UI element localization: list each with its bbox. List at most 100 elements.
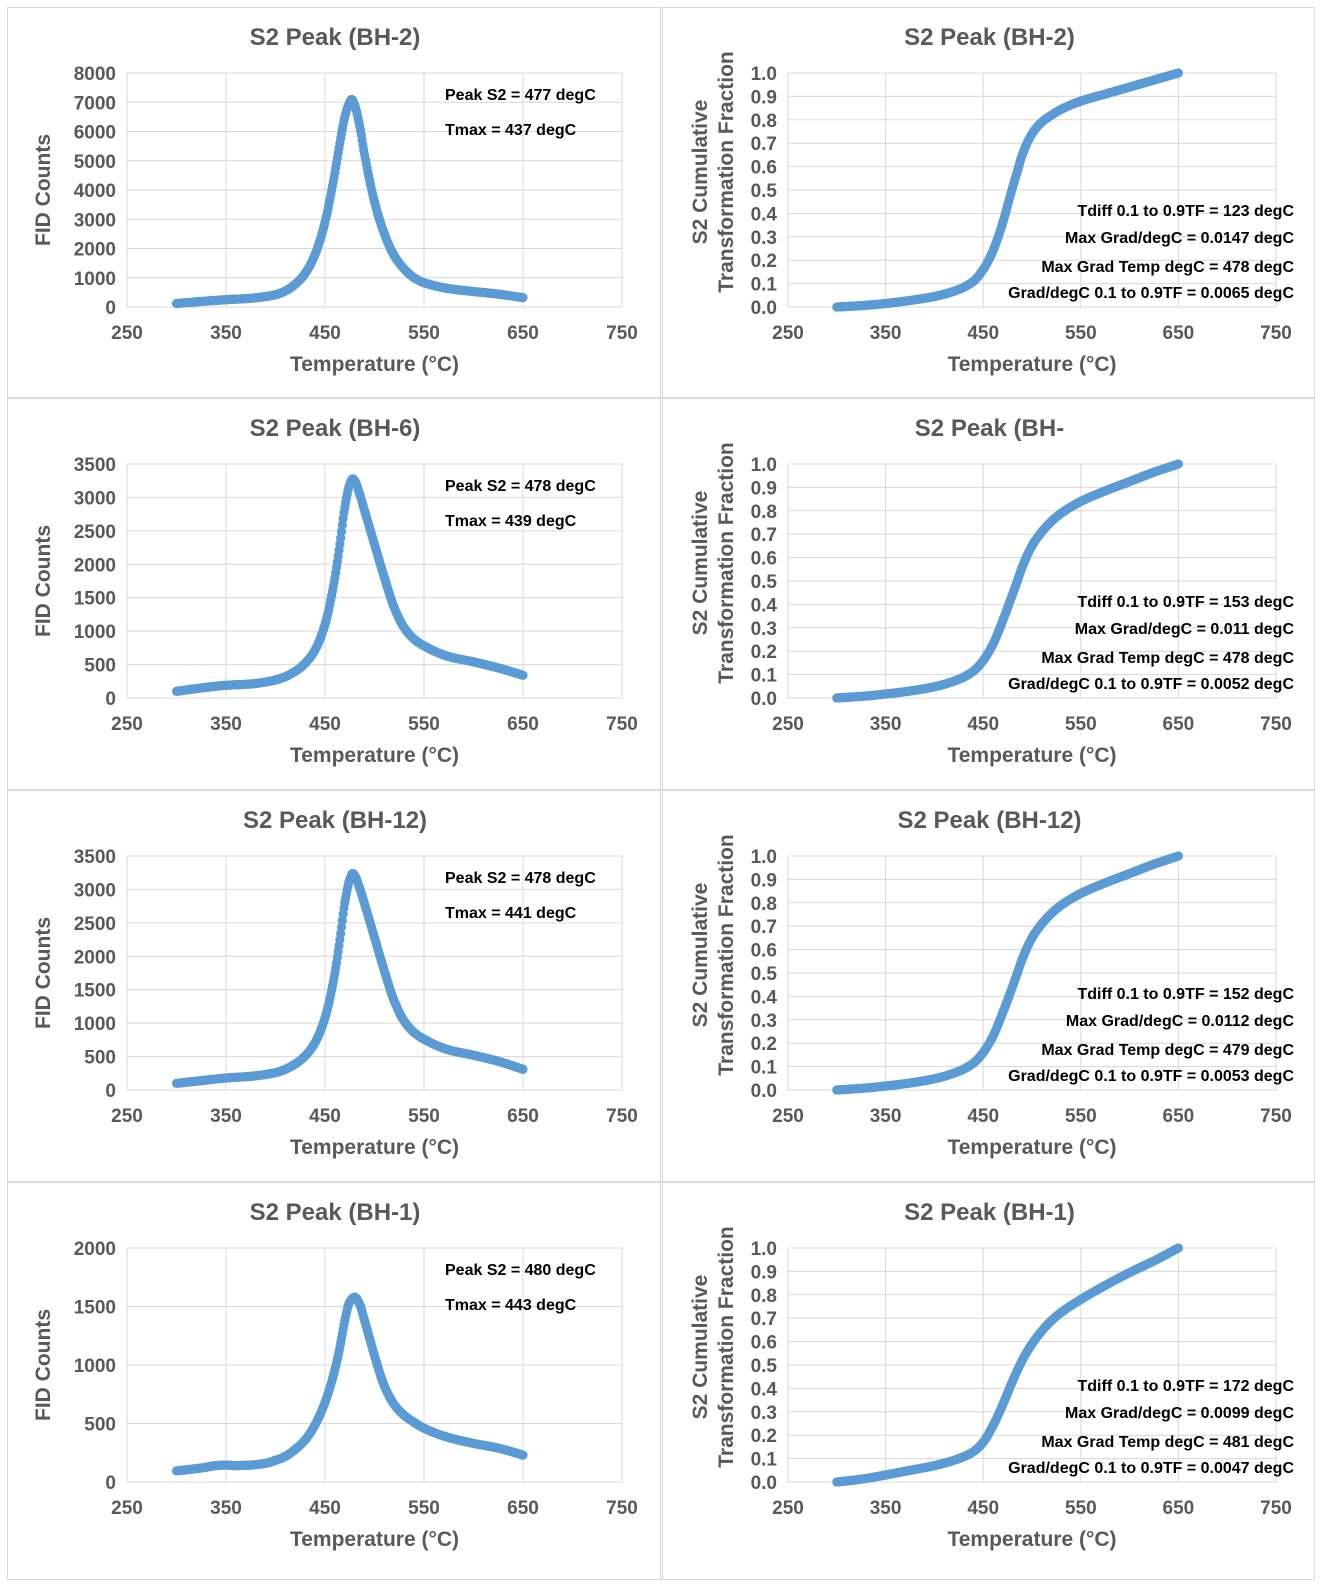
- x-tick-label: 750: [606, 714, 638, 735]
- x-tick-label: 350: [870, 323, 902, 344]
- x-tick-label: 750: [1260, 1498, 1292, 1519]
- x-tick-label: 250: [111, 1106, 143, 1127]
- y-tick-label: 0.3: [751, 228, 777, 249]
- x-tick-label: 550: [1065, 1106, 1097, 1127]
- chart-panel-1: S2 Peak (BH-2) 250 350 450 550 650 750 0 1000 200…: [7, 7, 661, 398]
- y-tick-label: 1.0: [751, 1239, 777, 1260]
- chart-title: S2 Peak (BH-12): [897, 807, 1081, 834]
- y-tick-label: 3000: [74, 880, 116, 901]
- y-tick-label: 0: [105, 298, 116, 319]
- annotation-text: Tmax = 443 degC: [445, 1297, 577, 1314]
- x-tick-label: 750: [606, 1106, 638, 1127]
- y-tick-label: 1.0: [751, 64, 777, 85]
- chart-panel-8: S2 Peak (BH-1) 250 350 450 550 650 750 0.0 0.1 0.…: [662, 1182, 1315, 1580]
- x-tick-label: 450: [967, 1498, 999, 1519]
- annotation-text: Tmax = 439 degC: [445, 513, 577, 530]
- y-tick-label: 0.6: [751, 549, 777, 570]
- y-tick-label: 0.7: [751, 917, 777, 938]
- chart-panel-5: S2 Peak (BH-12) 250 350 450 550 650 750 0 500 100…: [7, 790, 661, 1182]
- x-tick-label: 750: [1260, 323, 1292, 344]
- data-series: [171, 474, 528, 696]
- x-tick-label: 650: [507, 1498, 539, 1519]
- data-series: [171, 94, 528, 309]
- chart-panel-7: S2 Peak (BH-1) 250 350 450 550 650 750 0 500 1000…: [7, 1182, 661, 1580]
- x-tick-label: 350: [210, 1106, 242, 1127]
- y-tick-label: 0: [105, 1473, 116, 1494]
- y-axis-label: S2 Cumulative Transformation Fraction: [689, 51, 738, 293]
- y-tick-label: 3500: [74, 455, 116, 476]
- y-tick-label: 2000: [74, 555, 116, 576]
- x-tick-label: 750: [606, 323, 638, 344]
- y-tick-label: 0.9: [751, 478, 777, 499]
- chart-panel-6: S2 Peak (BH-12) 250 350 450 550 650 750 0.0 0.1 0…: [662, 790, 1315, 1182]
- annotation-text: Peak S2 = 478 degC: [445, 478, 596, 495]
- annotation-text: Max Grad Temp degC = 479 degC: [1041, 1042, 1294, 1059]
- y-tick-label: 2000: [74, 240, 116, 261]
- y-tick-label: 0.1: [751, 275, 778, 296]
- x-tick-label: 450: [309, 714, 341, 735]
- data-point: [1173, 851, 1183, 861]
- x-tick-label: 550: [1065, 1498, 1097, 1519]
- y-tick-label: 0.6: [751, 941, 777, 962]
- y-tick-label: 0: [105, 1081, 116, 1102]
- x-axis-label: Temperature (°C): [947, 1528, 1116, 1551]
- chart-svg: S2 Peak (BH-6) 250 350 450 550 650 750 0 500 1000…: [32, 415, 638, 767]
- data-point: [1173, 459, 1183, 469]
- data-point: [518, 670, 528, 680]
- data-series: [832, 851, 1183, 1095]
- y-tick-label: 0.7: [751, 525, 777, 546]
- x-axis-label: Temperature (°C): [947, 1136, 1116, 1159]
- y-tick-label: 0.4: [751, 987, 778, 1008]
- y-tick-label: 6000: [74, 123, 116, 144]
- y-axis-label: FID Counts: [32, 917, 55, 1029]
- y-tick-label: 0.2: [751, 1426, 777, 1447]
- y-tick-label: 0.6: [751, 1333, 777, 1354]
- annotation-text: Tdiff 0.1 to 0.9TF = 153 degC: [1078, 594, 1295, 611]
- x-axis-label: Temperature (°C): [290, 1136, 459, 1159]
- y-axis-label: S2 Cumulative Transformation Fraction: [689, 442, 738, 684]
- y-tick-label: 0.7: [751, 134, 777, 155]
- y-tick-label: 500: [84, 1415, 116, 1436]
- x-axis-label: Temperature (°C): [290, 353, 459, 376]
- chart-title: S2 Peak (BH-1): [904, 1199, 1075, 1226]
- y-tick-label: 0.7: [751, 1309, 777, 1330]
- y-tick-label: 1.0: [751, 847, 777, 868]
- x-tick-label: 350: [870, 714, 902, 735]
- y-tick-label: 1000: [74, 622, 116, 643]
- annotation-text: Max Grad Temp degC = 478 degC: [1041, 650, 1294, 667]
- y-axis-label: S2 Cumulative Transformation Fraction: [689, 1226, 738, 1468]
- y-axis-label-line-1: S2 Cumulative: [689, 100, 712, 245]
- x-axis-label: Temperature (°C): [290, 1528, 459, 1551]
- y-tick-label: 0.5: [751, 964, 778, 985]
- x-axis-label: Temperature (°C): [947, 353, 1116, 376]
- x-tick-label: 250: [111, 1498, 143, 1519]
- x-tick-label: 250: [772, 1106, 804, 1127]
- y-tick-label: 0.0: [751, 298, 777, 319]
- x-tick-label: 750: [1260, 1106, 1292, 1127]
- y-tick-label: 3000: [74, 488, 116, 509]
- x-tick-label: 650: [1163, 714, 1195, 735]
- x-tick-label: 550: [1065, 714, 1097, 735]
- y-tick-label: 2000: [74, 1239, 116, 1260]
- data-point: [1173, 68, 1183, 78]
- x-tick-label: 350: [210, 1498, 242, 1519]
- chart-svg: S2 Peak (BH-2) 250 350 450 550 650 750 0.00.1 0.…: [689, 24, 1294, 376]
- annotation-text: Grad/degC 0.1 to 0.9TF = 0.0047 degC: [1008, 1460, 1294, 1477]
- annotation-text: Grad/degC 0.1 to 0.9TF = 0.0052 degC: [1008, 676, 1294, 693]
- y-tick-label: 0.0: [751, 1081, 777, 1102]
- y-tick-label: 0.5: [751, 181, 778, 202]
- y-tick-label: 3000: [74, 210, 116, 231]
- y-tick-label: 1500: [74, 1298, 116, 1319]
- y-axis-label: FID Counts: [32, 134, 55, 246]
- y-tick-label: 2000: [74, 947, 116, 968]
- y-tick-label: 2500: [74, 522, 116, 543]
- y-tick-label: 0.6: [751, 158, 777, 179]
- y-tick-label: 4000: [74, 181, 116, 202]
- x-tick-label: 650: [1163, 1106, 1195, 1127]
- annotation-text: Tdiff 0.1 to 0.9TF = 152 degC: [1078, 986, 1295, 1003]
- data-point: [518, 293, 528, 303]
- x-tick-label: 450: [309, 1498, 341, 1519]
- annotation-text: Grad/degC 0.1 to 0.9TF = 0.0065 degC: [1008, 285, 1294, 302]
- x-tick-label: 250: [772, 323, 804, 344]
- data-series: [832, 459, 1183, 703]
